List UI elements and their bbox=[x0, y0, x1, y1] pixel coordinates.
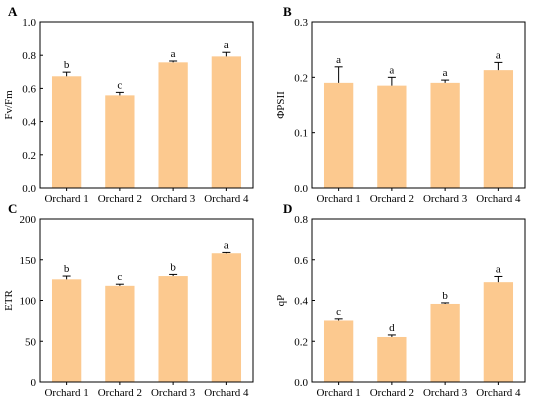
x-tick-label: Orchard 2 bbox=[98, 387, 142, 399]
y-tick-label: 0.4 bbox=[22, 117, 36, 129]
y-tick-label: 0.8 bbox=[22, 50, 36, 62]
bar bbox=[323, 82, 354, 188]
x-tick-label: Orchard 3 bbox=[423, 193, 468, 205]
bar bbox=[211, 253, 242, 382]
y-tick-label: 0.6 bbox=[294, 255, 308, 267]
y-tick-label: 0.3 bbox=[294, 17, 308, 29]
bar bbox=[483, 282, 514, 382]
y-tick-label: 0.8 bbox=[294, 214, 308, 226]
y-tick-label: 0.2 bbox=[294, 72, 308, 84]
significance-letter: a bbox=[224, 239, 229, 251]
significance-letter: c bbox=[117, 79, 122, 91]
significance-letter: a bbox=[389, 64, 394, 76]
y-tick-label: 150 bbox=[20, 255, 37, 267]
y-tick-label: 0.0 bbox=[22, 183, 36, 195]
significance-letter: a bbox=[171, 48, 176, 60]
bar bbox=[51, 76, 82, 188]
significance-letter: a bbox=[224, 39, 229, 51]
bar bbox=[105, 285, 135, 382]
x-tick-label: Orchard 4 bbox=[476, 193, 521, 205]
y-tick-label: 50 bbox=[25, 336, 37, 348]
bar bbox=[51, 279, 82, 382]
y-tick-label: 0 bbox=[31, 377, 37, 389]
panel-letter: D bbox=[283, 201, 292, 216]
x-tick-label: Orchard 1 bbox=[316, 387, 360, 399]
x-tick-label: Orchard 2 bbox=[370, 193, 414, 205]
y-tick-label: 0.6 bbox=[22, 83, 36, 95]
significance-letter: d bbox=[389, 322, 395, 334]
y-tick-label: 0.4 bbox=[294, 296, 308, 308]
x-tick-label: Orchard 3 bbox=[151, 193, 196, 205]
y-tick-label: 0.0 bbox=[294, 377, 308, 389]
chart-panel-c: C ETR 0 50 100 150 200 b Orchard 1 c Orchard 2 b Orc… bbox=[3, 201, 254, 399]
x-tick-label: Orchard 4 bbox=[204, 387, 249, 399]
y-tick-label: 0.2 bbox=[294, 336, 308, 348]
y-tick-label: 0.0 bbox=[294, 183, 308, 195]
bar bbox=[105, 95, 135, 188]
y-axis-label: Fv/Fm bbox=[3, 90, 15, 120]
x-tick-label: Orchard 4 bbox=[476, 387, 521, 399]
x-tick-label: Orchard 1 bbox=[44, 193, 88, 205]
y-tick-label: 0.2 bbox=[22, 150, 36, 162]
bar bbox=[323, 320, 354, 382]
significance-letter: c bbox=[117, 271, 122, 283]
panel-letter: C bbox=[8, 201, 17, 216]
axes-frame bbox=[311, 21, 526, 189]
x-tick-label: Orchard 1 bbox=[44, 387, 88, 399]
axes-frame bbox=[311, 218, 526, 383]
x-tick-label: Orchard 3 bbox=[151, 387, 196, 399]
y-tick-label: 1.0 bbox=[22, 17, 36, 29]
y-axis-label: ΦPSII bbox=[275, 91, 287, 119]
bar bbox=[430, 303, 460, 382]
panel-letter: A bbox=[8, 4, 18, 19]
significance-letter: b bbox=[442, 290, 448, 302]
bar bbox=[430, 82, 460, 188]
y-axis-label: ETR bbox=[3, 289, 15, 310]
bar bbox=[158, 276, 188, 382]
bar bbox=[483, 70, 514, 188]
chart-panel-b: B ΦPSII 0.0 0.1 0.2 0.3 a Orchard 1 a Orchard 2 a O… bbox=[275, 4, 526, 205]
bar bbox=[377, 85, 407, 188]
significance-letter: b bbox=[170, 261, 176, 273]
y-tick-label: 200 bbox=[20, 214, 37, 226]
significance-letter: a bbox=[496, 49, 501, 61]
bar bbox=[211, 56, 242, 188]
panel-letter: B bbox=[283, 4, 292, 19]
significance-letter: a bbox=[336, 54, 341, 66]
significance-letter: b bbox=[64, 263, 70, 275]
significance-letter: b bbox=[64, 59, 70, 71]
x-tick-label: Orchard 4 bbox=[204, 193, 249, 205]
significance-letter: a bbox=[443, 67, 448, 79]
chart-panel-a: A Fv/Fm 0.0 0.2 0.4 0.6 0.8 1.0 b Orchard 1 c Orcha… bbox=[3, 4, 254, 205]
y-tick-label: 0.1 bbox=[294, 128, 308, 140]
y-axis-label: qP bbox=[275, 295, 287, 307]
x-tick-label: Orchard 2 bbox=[370, 387, 414, 399]
bar bbox=[158, 62, 188, 189]
bar bbox=[377, 336, 407, 382]
axes-frame bbox=[39, 21, 254, 189]
chart-panel-d: DqP 0.0 0.2 0.4 0.6 0.8 c Orchard 1 d Orchard 2 b O… bbox=[275, 201, 526, 399]
x-tick-label: Orchard 2 bbox=[98, 193, 142, 205]
y-tick-label: 100 bbox=[20, 296, 37, 308]
axes-frame bbox=[39, 218, 254, 383]
x-tick-label: Orchard 1 bbox=[316, 193, 360, 205]
significance-letter: a bbox=[496, 263, 501, 275]
significance-letter: c bbox=[336, 306, 341, 318]
x-tick-label: Orchard 3 bbox=[423, 387, 468, 399]
